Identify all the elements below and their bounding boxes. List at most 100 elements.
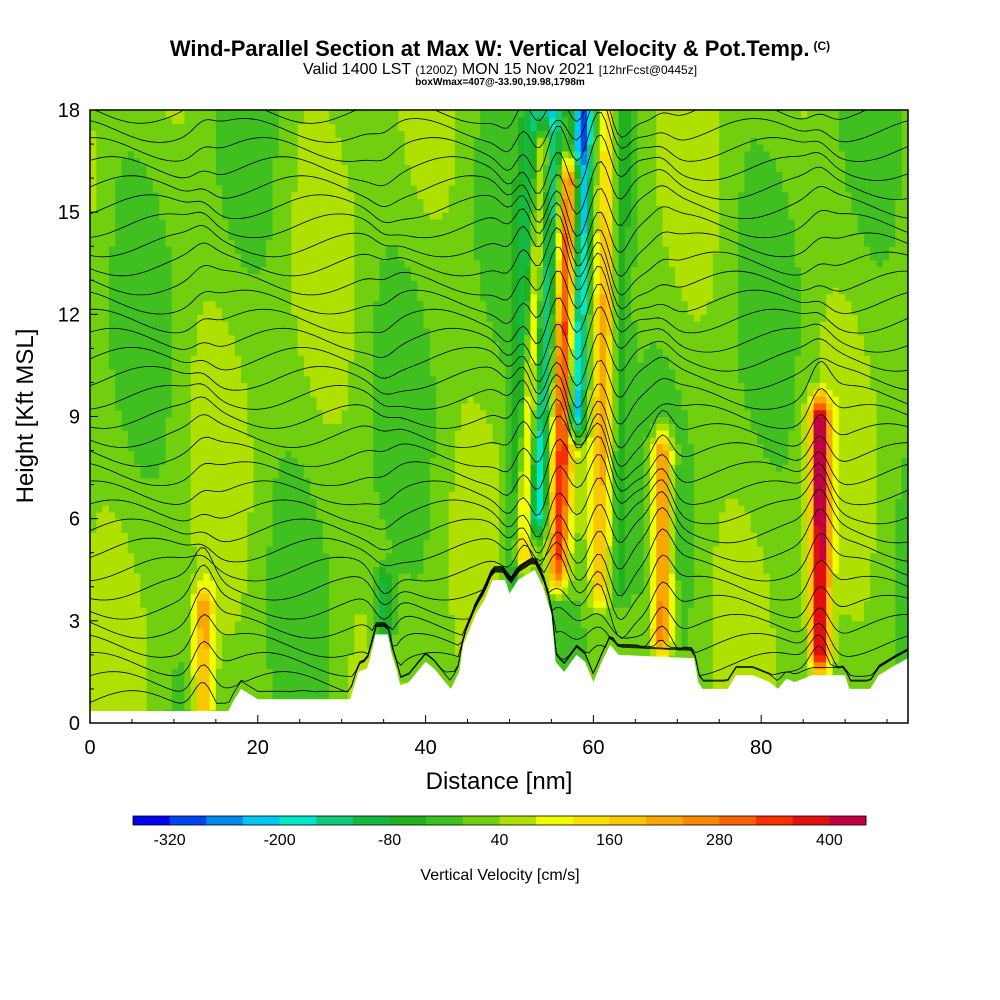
field-cell	[90, 614, 97, 621]
field-cell	[329, 553, 336, 560]
field-cell	[210, 396, 217, 403]
field-cell	[109, 382, 116, 389]
field-cell	[235, 635, 242, 642]
field-cell	[222, 437, 229, 444]
field-cell	[304, 151, 311, 158]
field-cell	[216, 607, 223, 614]
field-cell	[103, 560, 110, 567]
field-cell	[197, 158, 204, 165]
field-cell	[191, 628, 198, 635]
field-cell	[298, 526, 305, 533]
field-cell	[405, 594, 412, 601]
field-cell	[379, 314, 386, 321]
field-cell	[317, 423, 324, 430]
field-cell	[210, 635, 217, 642]
field-cell	[222, 233, 229, 240]
field-cell	[279, 485, 286, 492]
field-cell	[109, 212, 116, 219]
field-cell	[178, 505, 185, 512]
field-cell	[266, 600, 273, 607]
field-cell	[147, 539, 154, 546]
field-cell	[178, 560, 185, 567]
field-cell	[197, 233, 204, 240]
field-cell	[222, 144, 229, 151]
field-cell	[203, 403, 210, 410]
field-cell	[191, 614, 198, 621]
field-cell	[367, 158, 374, 165]
field-cell	[411, 314, 418, 321]
field-cell	[159, 573, 166, 580]
field-cell	[342, 560, 349, 567]
field-cell	[228, 226, 235, 233]
field-cell	[291, 267, 298, 274]
field-cell	[166, 335, 173, 342]
field-cell	[203, 253, 210, 260]
field-cell	[109, 321, 116, 328]
field-cell	[436, 485, 443, 492]
field-cell	[191, 682, 198, 689]
field-cell	[291, 628, 298, 635]
field-cell	[134, 505, 141, 512]
field-cell	[260, 301, 267, 308]
field-cell	[96, 628, 103, 635]
field-cell	[159, 110, 166, 117]
field-cell	[266, 566, 273, 573]
field-cell	[191, 662, 198, 669]
field-cell	[304, 655, 311, 662]
field-cell	[254, 308, 261, 315]
field-cell	[134, 165, 141, 172]
field-cell	[354, 546, 361, 553]
field-cell	[134, 287, 141, 294]
field-cell	[424, 444, 431, 451]
field-cell	[348, 539, 355, 546]
field-cell	[197, 301, 204, 308]
field-cell	[348, 437, 355, 444]
field-cell	[103, 287, 110, 294]
field-cell	[342, 219, 349, 226]
field-cell	[103, 430, 110, 437]
field-cell	[379, 532, 386, 539]
field-cell	[285, 335, 292, 342]
field-cell	[241, 294, 248, 301]
field-cell	[411, 239, 418, 246]
field-cell	[379, 437, 386, 444]
field-cell	[317, 287, 324, 294]
field-cell	[424, 389, 431, 396]
field-cell	[235, 594, 242, 601]
field-cell	[266, 335, 273, 342]
field-cell	[379, 294, 386, 301]
field-cell	[159, 205, 166, 212]
field-cell	[273, 621, 280, 628]
field-cell	[122, 417, 129, 424]
field-cell	[373, 328, 380, 335]
field-cell	[191, 703, 198, 710]
field-cell	[323, 144, 330, 151]
field-cell	[317, 260, 324, 267]
field-cell	[266, 457, 273, 464]
field-cell	[166, 417, 173, 424]
field-cell	[342, 226, 349, 233]
field-cell	[405, 301, 412, 308]
field-cell	[298, 335, 305, 342]
field-cell	[266, 560, 273, 567]
field-cell	[298, 505, 305, 512]
field-cell	[134, 403, 141, 410]
field-cell	[172, 662, 179, 669]
field-cell	[354, 294, 361, 301]
field-cell	[279, 130, 286, 137]
field-cell	[140, 696, 147, 703]
field-cell	[417, 457, 424, 464]
field-cell	[115, 498, 122, 505]
field-cell	[191, 437, 198, 444]
field-cell	[128, 532, 135, 539]
field-cell	[172, 267, 179, 274]
field-cell	[373, 246, 380, 253]
field-cell	[291, 614, 298, 621]
field-cell	[178, 519, 185, 526]
field-cell	[159, 451, 166, 458]
field-cell	[367, 117, 374, 124]
field-cell	[348, 144, 355, 151]
field-cell	[191, 287, 198, 294]
field-cell	[417, 321, 424, 328]
field-cell	[235, 566, 242, 573]
